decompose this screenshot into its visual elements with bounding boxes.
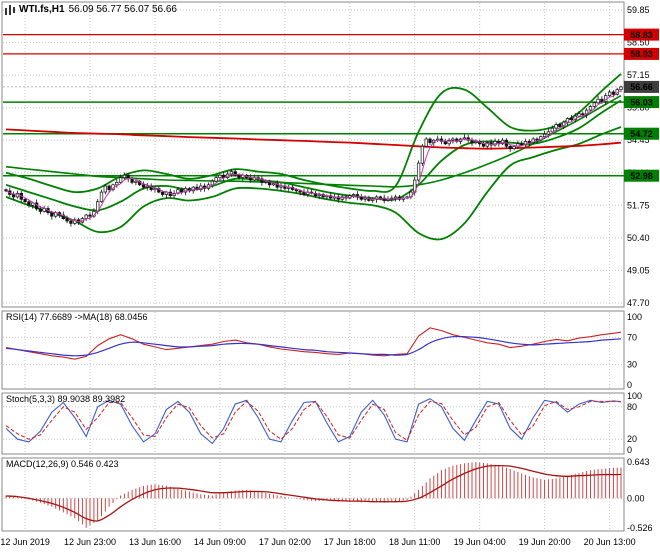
svg-text:19 Jun 04:00: 19 Jun 04:00 — [454, 537, 506, 547]
svg-text:0: 0 — [627, 380, 632, 390]
resistance-flag: 58.03 — [624, 47, 659, 60]
support-flag: 54.72 — [624, 127, 659, 140]
macd-panel: 0.643 0.00 -0.526 — [5, 457, 653, 533]
svg-text:100: 100 — [627, 391, 642, 401]
svg-text:0: 0 — [627, 445, 632, 455]
candles-layer — [4, 85, 623, 227]
svg-text:20 Jun 13:00: 20 Jun 13:00 — [584, 537, 636, 547]
overlay-ma-layer — [5, 73, 622, 241]
svg-text:49.05: 49.05 — [627, 265, 650, 275]
svg-text:13 Jun 16:00: 13 Jun 16:00 — [129, 537, 181, 547]
svg-text:51.75: 51.75 — [627, 200, 650, 210]
svg-text:56.03: 56.03 — [630, 97, 653, 107]
svg-text:52.98: 52.98 — [630, 171, 653, 181]
svg-text:19 Jun 20:00: 19 Jun 20:00 — [519, 537, 571, 547]
resistance-flag: 58.83 — [624, 28, 659, 41]
macd-label: MACD(12,26,9) 0.546 0.423 — [6, 459, 119, 469]
svg-text:59.85: 59.85 — [627, 5, 650, 15]
svg-text:-0.526: -0.526 — [627, 523, 653, 533]
svg-text:80: 80 — [627, 402, 637, 412]
current-price-tag: 56.66 — [624, 80, 659, 93]
support-flag: 56.03 — [624, 96, 659, 109]
svg-text:50.40: 50.40 — [627, 233, 650, 243]
svg-text:0.643: 0.643 — [627, 457, 650, 467]
chart-title: WTI.fs,H1 56.09 56.77 56.07 56.66 — [5, 4, 177, 15]
svg-text:56.66: 56.66 — [630, 82, 653, 92]
svg-text:12 Jun 2019: 12 Jun 2019 — [0, 537, 50, 547]
time-axis-labels: 12 Jun 2019 12 Jun 23:00 13 Jun 16:00 14 Ju… — [0, 537, 635, 547]
svg-text:47.70: 47.70 — [627, 298, 650, 308]
svg-text:54.72: 54.72 — [630, 129, 653, 139]
svg-text:58.03: 58.03 — [630, 49, 653, 59]
level-lines — [3, 33, 624, 177]
svg-text:14 Jun 09:00: 14 Jun 09:00 — [194, 537, 246, 547]
svg-text:20: 20 — [627, 434, 637, 444]
svg-text:100: 100 — [627, 312, 642, 322]
stoch-label: Stoch(5,3,3) 89.9038 89.3982 — [6, 394, 126, 404]
svg-text:58.83: 58.83 — [630, 30, 653, 40]
ohlc-readout: 56.09 56.77 56.07 56.66 — [68, 4, 177, 15]
svg-text:57.15: 57.15 — [627, 70, 650, 80]
symbol-timeframe: WTI.fs,H1 — [19, 4, 65, 15]
rsi-label: RSI(14) 77.6689 ->MA(18) 68.0456 — [6, 312, 148, 322]
svg-text:30: 30 — [627, 360, 637, 370]
svg-text:17 Jun 02:00: 17 Jun 02:00 — [259, 537, 311, 547]
grid-layer — [3, 3, 624, 530]
candlestick-icon — [5, 4, 15, 15]
rsi-panel: 100 70 30 0 — [5, 312, 642, 390]
svg-text:0.00: 0.00 — [627, 493, 645, 503]
svg-text:58.50: 58.50 — [627, 38, 650, 48]
svg-text:70: 70 — [627, 332, 637, 342]
support-flag: 52.98 — [624, 169, 659, 182]
svg-text:18 Jun 11:00: 18 Jun 11:00 — [389, 537, 440, 547]
fast-ma-line — [5, 90, 622, 223]
svg-text:17 Jun 18:00: 17 Jun 18:00 — [324, 537, 376, 547]
panel-frames — [1, 1, 625, 532]
svg-text:12 Jun 23:00: 12 Jun 23:00 — [64, 537, 116, 547]
svg-text:54.45: 54.45 — [627, 135, 650, 145]
